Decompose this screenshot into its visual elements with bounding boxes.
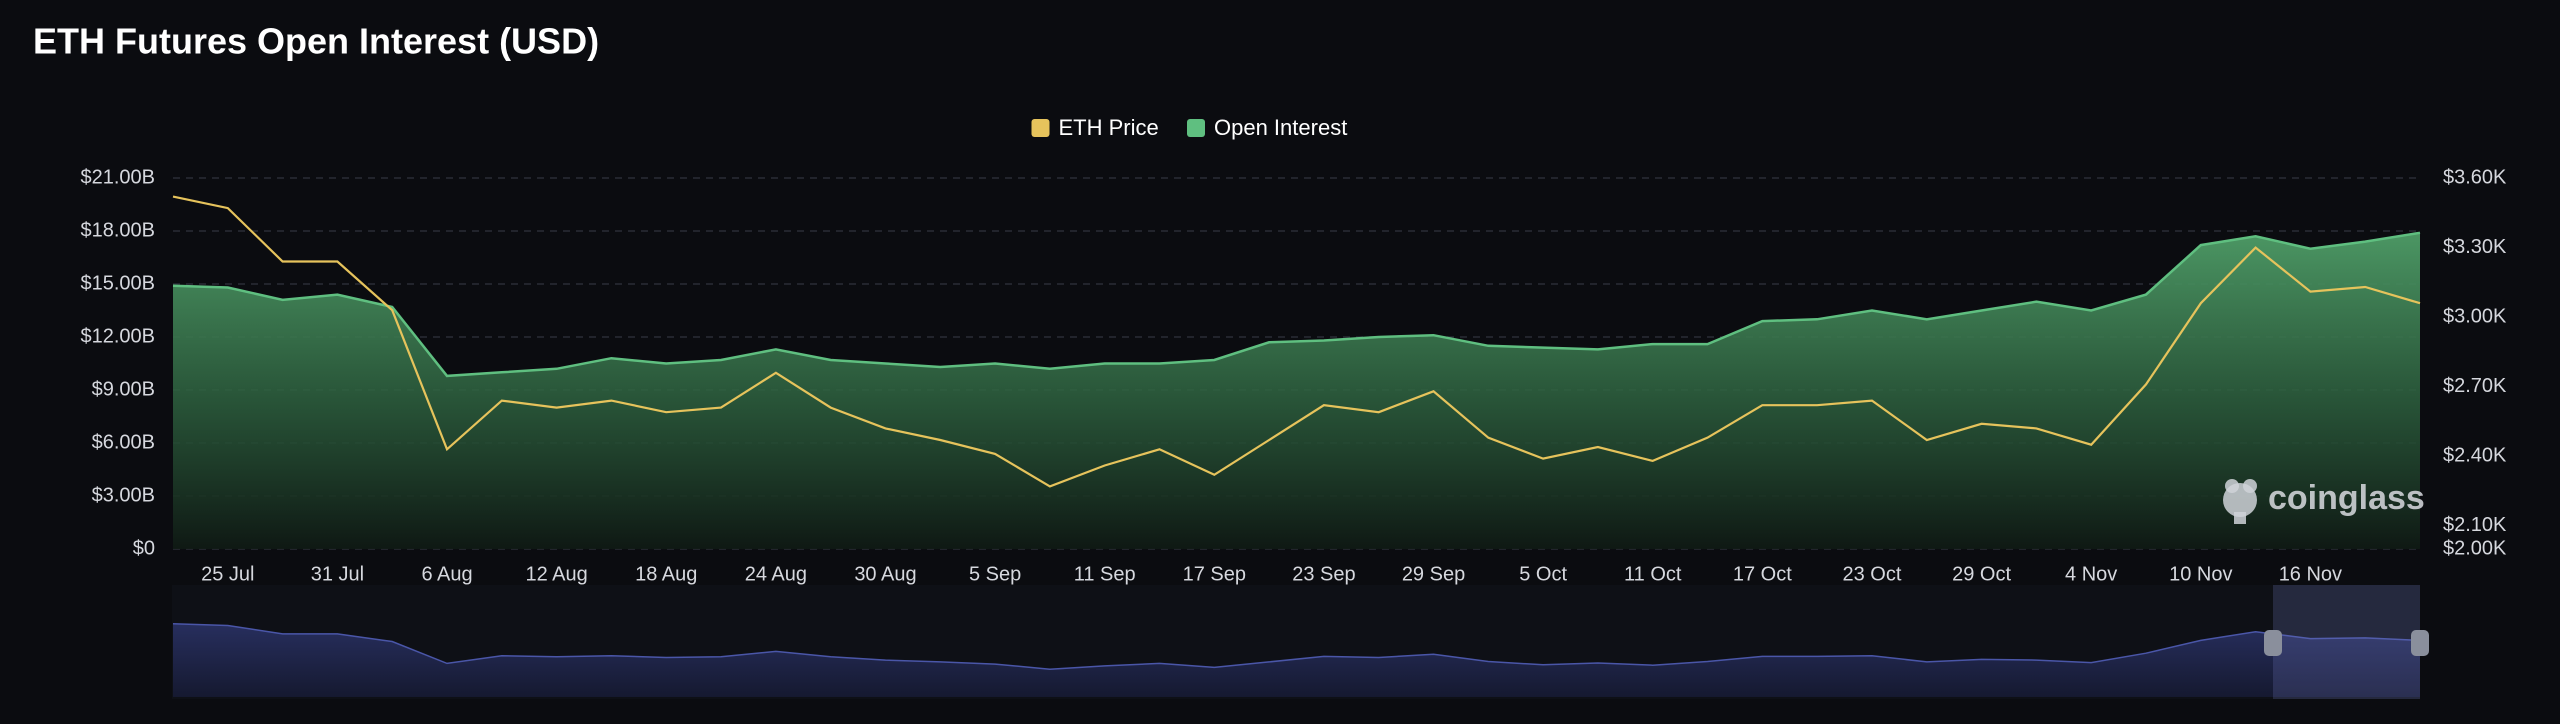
legend-label: ETH Price bbox=[1059, 115, 1159, 140]
y-tick-label: $18.00B bbox=[80, 219, 155, 241]
y2-tick-label: $3.60K bbox=[2443, 166, 2507, 188]
y2-tick-label: $3.30K bbox=[2443, 236, 2507, 258]
area bbox=[173, 232, 2420, 550]
legend: ETH Price Open Interest bbox=[1031, 115, 1347, 140]
navigator-area bbox=[173, 623, 2420, 697]
x-tick-label: 18 Aug bbox=[635, 563, 697, 585]
x-tick-label: 23 Sep bbox=[1292, 563, 1355, 585]
legend-swatch bbox=[1187, 119, 1205, 137]
y2-tick-label: $2.10K bbox=[2443, 514, 2507, 536]
y-tick-label: $21.00B bbox=[80, 166, 155, 188]
axes: $0 $3.00B $6.00B $9.00B $12.00B $15.00B $18.00… bbox=[80, 166, 2507, 585]
y2-tick-label: $2.70K bbox=[2443, 375, 2507, 397]
y-tick-label: $3.00B bbox=[92, 484, 155, 506]
y-tick-label: $6.00B bbox=[92, 431, 155, 453]
x-tick-label: 4 Nov bbox=[2065, 563, 2117, 585]
watermark: coinglass bbox=[2223, 479, 2425, 524]
y2-tick-label: $2.00K bbox=[2443, 537, 2507, 559]
navigator-handle[interactable] bbox=[2264, 630, 2282, 656]
x-tick-label: 16 Nov bbox=[2279, 563, 2342, 585]
x-tick-label: 10 Nov bbox=[2169, 563, 2232, 585]
y2-tick-label: $3.00K bbox=[2443, 305, 2507, 327]
x-tick-label: 11 Oct bbox=[1624, 563, 1682, 585]
legend-label: Open Interest bbox=[1214, 115, 1347, 140]
line bbox=[172, 195, 2421, 488]
x-tick-label: 5 Oct bbox=[1519, 563, 1567, 585]
area-line bbox=[172, 231, 2421, 378]
x-tick-label: 23 Oct bbox=[1842, 563, 1901, 585]
y-tick-label: $9.00B bbox=[92, 378, 155, 400]
x-tick-label: 17 Oct bbox=[1733, 563, 1792, 585]
watermark-icon bbox=[2243, 479, 2257, 493]
navigator-handle[interactable] bbox=[2411, 630, 2429, 656]
x-tick-label: 29 Sep bbox=[1402, 563, 1465, 585]
y-tick-label: $0 bbox=[133, 537, 155, 559]
x-tick-label: 29 Oct bbox=[1952, 563, 2011, 585]
watermark-icon bbox=[2234, 512, 2246, 524]
navigator-line bbox=[172, 622, 2421, 670]
y-tick-label: $15.00B bbox=[80, 272, 155, 294]
x-tick-label: 5 Sep bbox=[969, 563, 1021, 585]
x-tick-label: 24 Aug bbox=[745, 563, 807, 585]
x-tick-label: 11 Sep bbox=[1074, 563, 1136, 585]
x-tick-label: 12 Aug bbox=[525, 563, 587, 585]
navigator bbox=[172, 585, 2429, 699]
chart-title: ETH Futures Open Interest (USD) bbox=[33, 21, 599, 62]
watermark-icon bbox=[2225, 479, 2239, 493]
x-tick-label: 17 Sep bbox=[1183, 563, 1246, 585]
x-tick-label: 31 Jul bbox=[311, 563, 364, 585]
x-tick-label: 25 Jul bbox=[201, 563, 254, 585]
plot-area bbox=[172, 195, 2421, 550]
x-tick-label: 30 Aug bbox=[854, 563, 916, 585]
navigator-selection[interactable] bbox=[2273, 585, 2420, 699]
x-tick-label: 6 Aug bbox=[421, 563, 472, 585]
y2-tick-label: $2.40K bbox=[2443, 445, 2507, 467]
watermark-text: coinglass bbox=[2268, 479, 2425, 517]
y-tick-label: $12.00B bbox=[80, 325, 155, 347]
legend-swatch bbox=[1031, 119, 1050, 137]
